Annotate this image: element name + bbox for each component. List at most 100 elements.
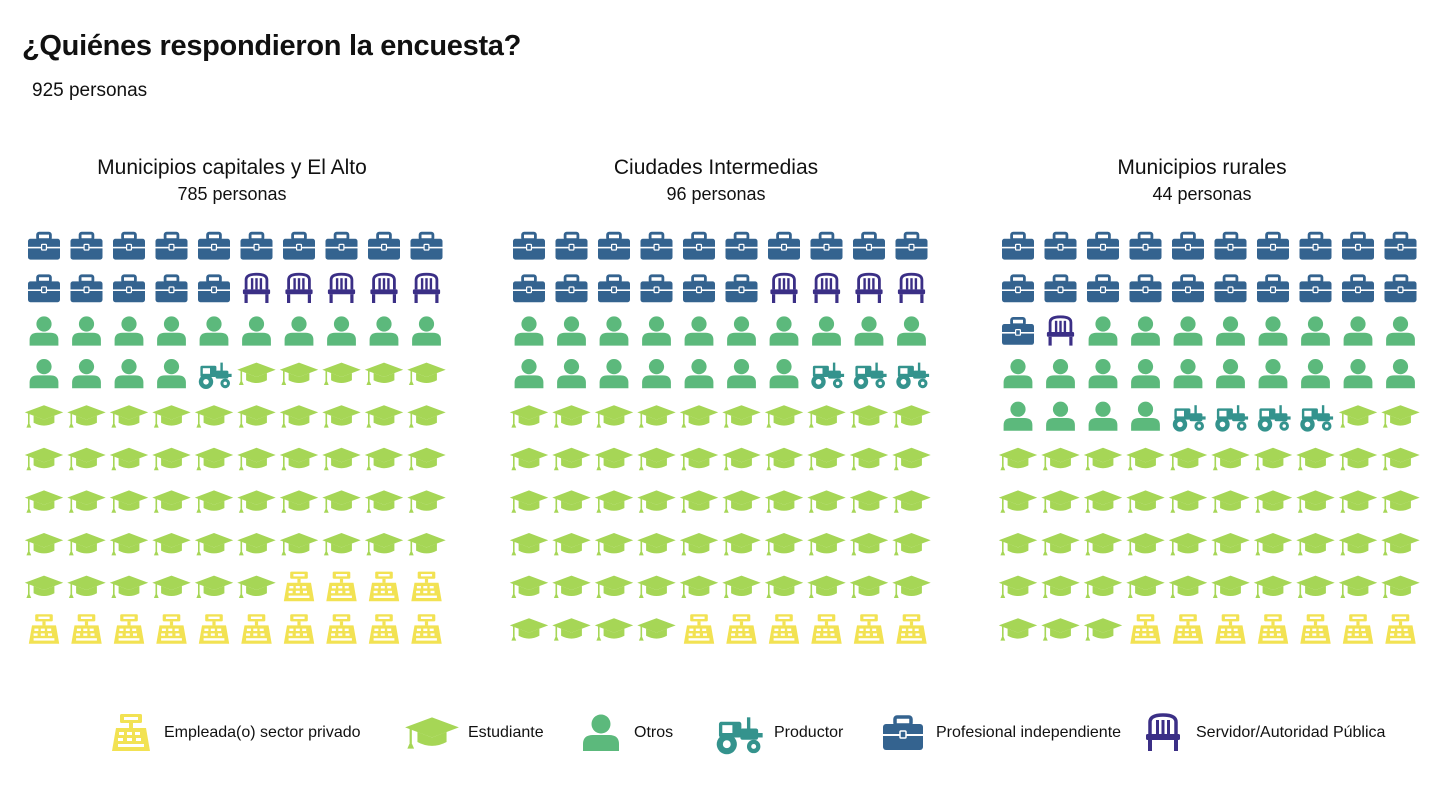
graduation-cap-icon: [67, 405, 106, 428]
briefcase-icon: [1384, 274, 1417, 303]
person-icon: [1386, 316, 1415, 346]
graduation-cap-icon: [998, 618, 1038, 641]
cash-register-icon: [241, 614, 272, 644]
briefcase-icon: [1342, 231, 1374, 260]
person-icon: [812, 316, 841, 346]
graduation-cap-icon: [764, 490, 804, 513]
graduation-cap-icon: [594, 533, 634, 556]
person-icon: [769, 359, 799, 389]
graduation-cap-icon: [637, 447, 676, 471]
briefcase-icon: [325, 231, 358, 260]
person-icon: [684, 359, 714, 389]
chair-icon: [770, 272, 798, 303]
briefcase-icon: [198, 231, 230, 260]
graduation-cap-icon: [722, 575, 761, 598]
person-icon: [369, 316, 399, 346]
graduation-cap-icon: [405, 717, 459, 749]
graduation-cap-icon: [552, 533, 591, 556]
graduation-cap-icon: [764, 447, 804, 471]
tractor-icon: [198, 362, 232, 389]
briefcase-icon: [155, 231, 188, 260]
graduation-cap-icon: [637, 618, 676, 641]
briefcase-icon: [1214, 274, 1247, 303]
person-icon: [1131, 316, 1160, 346]
graduation-cap-icon: [552, 490, 591, 513]
graduation-cap-icon: [892, 405, 931, 428]
briefcase-icon: [1172, 274, 1204, 303]
person-icon: [157, 359, 186, 389]
briefcase-icon: [28, 274, 60, 303]
chair-icon: [370, 272, 398, 303]
person-icon: [1131, 401, 1160, 431]
panel-grid: [509, 231, 931, 644]
graduation-cap-icon: [407, 405, 446, 428]
person-icon: [1216, 316, 1245, 346]
graduation-cap-icon: [279, 490, 319, 513]
briefcase-icon: [513, 274, 545, 303]
graduation-cap-icon: [407, 533, 446, 556]
graduation-cap-icon: [194, 533, 234, 556]
briefcase-icon: [1087, 274, 1119, 303]
briefcase-icon: [283, 231, 315, 260]
person-icon: [1003, 401, 1033, 431]
briefcase-icon: [113, 274, 145, 303]
person-icon: [29, 316, 59, 346]
graduation-cap-icon: [1211, 575, 1250, 598]
graduation-cap-icon: [509, 533, 549, 556]
briefcase-icon: [155, 274, 188, 303]
person-icon: [157, 316, 186, 346]
person-icon: [72, 316, 101, 346]
graduation-cap-icon: [1041, 490, 1080, 513]
graduation-cap-icon: [807, 575, 846, 598]
graduation-cap-icon: [109, 405, 149, 428]
graduation-cap-icon: [637, 533, 676, 556]
briefcase-icon: [853, 231, 885, 260]
graduation-cap-icon: [194, 490, 234, 513]
tractor-icon: [1300, 405, 1334, 432]
chart-subtitle: 925 personas: [32, 80, 148, 101]
person-icon: [199, 316, 229, 346]
person-icon: [583, 714, 619, 751]
graduation-cap-icon: [807, 405, 846, 428]
briefcase-icon: [598, 231, 630, 260]
graduation-cap-icon: [279, 405, 319, 428]
graduation-cap-icon: [364, 533, 404, 556]
legend-item-otros: Otros: [576, 708, 673, 758]
briefcase-icon: [768, 231, 800, 260]
legend-label: Productor: [774, 724, 844, 741]
graduation-cap-icon: [594, 575, 634, 598]
cash-register-icon: [1300, 614, 1331, 644]
cash-register-icon: [368, 614, 400, 644]
graduation-cap-icon: [807, 447, 846, 471]
graduation-cap-icon: [109, 575, 149, 598]
briefcase-icon: [70, 231, 103, 260]
briefcase-icon: [513, 231, 545, 260]
graduation-cap-icon: [637, 575, 676, 598]
legend-item-profesional: Profesional independiente: [878, 708, 1121, 758]
cash-register-icon: [198, 614, 230, 644]
cash-register-icon: [726, 614, 757, 644]
graduation-cap-icon: [509, 447, 549, 471]
graduation-cap-icon: [1338, 405, 1378, 428]
graduation-cap-icon: [1253, 575, 1293, 598]
person-icon: [557, 316, 586, 346]
graduation-cap-icon: [194, 405, 234, 428]
chair-icon: [1146, 713, 1180, 751]
briefcase-icon: [1257, 231, 1289, 260]
person-icon: [1343, 359, 1373, 389]
graduation-cap-icon: [1211, 447, 1250, 471]
graduation-cap-icon: [152, 405, 191, 428]
graduation-cap-icon: [679, 447, 719, 471]
briefcase-icon: [725, 274, 758, 303]
chart-title: ¿Quiénes respondieron la encuesta?: [22, 30, 522, 62]
graduation-cap-icon: [637, 405, 676, 428]
person-icon: [727, 359, 756, 389]
briefcase-icon: [810, 231, 843, 260]
person-icon: [242, 316, 271, 346]
graduation-cap-icon: [24, 405, 64, 428]
briefcase-icon: [1257, 274, 1289, 303]
graduation-cap-icon: [764, 575, 804, 598]
graduation-cap-icon: [1083, 618, 1123, 641]
graduation-cap-icon: [594, 405, 634, 428]
tractor-icon: [811, 362, 845, 389]
